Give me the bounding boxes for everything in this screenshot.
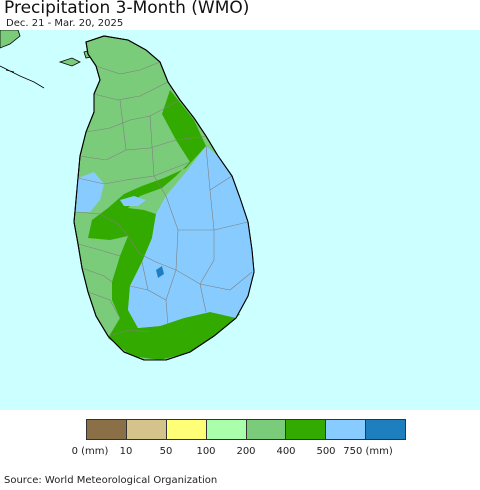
legend-swatch [366, 420, 405, 439]
zone-750-plus [156, 266, 164, 278]
legend-label: 400 [276, 446, 296, 457]
legend-swatch [286, 420, 327, 439]
precipitation-map [0, 30, 480, 410]
legend-swatch [206, 420, 247, 439]
legend-label: 50 [159, 446, 173, 457]
district-boundaries [75, 61, 253, 337]
legend-swatch [126, 420, 167, 439]
legend-label: 200 [236, 446, 256, 457]
legend-label: 0 (mm) [71, 446, 109, 457]
legend-swatch [166, 420, 207, 439]
date-range: Dec. 21 - Mar. 20, 2025 [6, 18, 124, 29]
source-credit: Source: World Meteorological Organizatio… [4, 475, 218, 486]
zone-500-750-east [128, 146, 254, 328]
map-title: Precipitation 3-Month (WMO) [4, 0, 250, 18]
coastline [73, 35, 255, 361]
legend-label: 100 [196, 446, 216, 457]
zone-400-500 [88, 90, 240, 360]
header: Precipitation 3-Month (WMO) Dec. 21 - Ma… [0, 0, 480, 30]
legend-colorbar [86, 419, 406, 440]
zone-500-750-central [120, 196, 146, 206]
legend-label: 10 [119, 446, 133, 457]
india-landmass [0, 30, 21, 49]
adams-bridge [0, 65, 45, 89]
legend-label: 500 [316, 446, 336, 457]
legend-label: 750 (mm) [343, 446, 393, 457]
zone-500-750-west [76, 172, 104, 212]
legend-labels: 0 (mm) 10 50 100 200 400 500 750 (mm) [0, 446, 480, 460]
legend-swatch [246, 420, 287, 439]
legend-swatch [87, 420, 127, 439]
legend-swatch [326, 420, 367, 439]
